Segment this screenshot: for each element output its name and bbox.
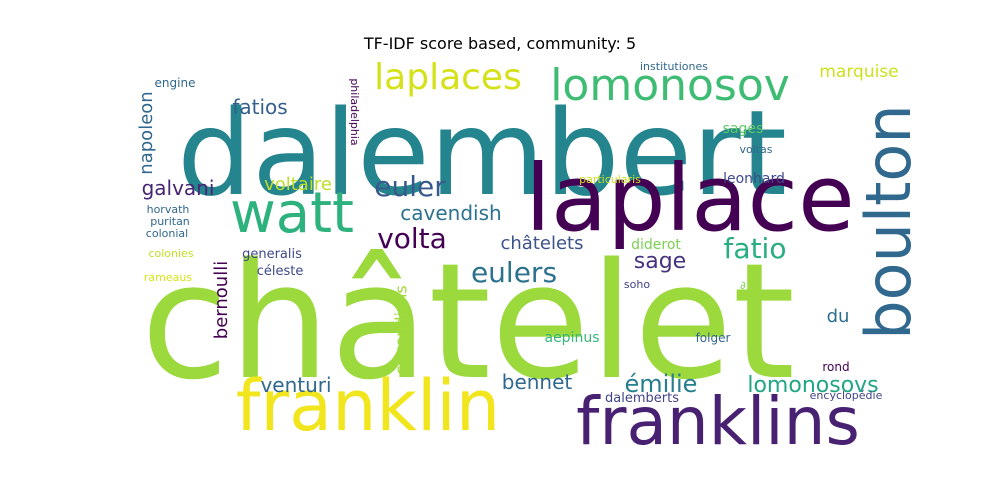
word-19: cavendish bbox=[400, 201, 501, 225]
word-41: particularis bbox=[579, 173, 641, 186]
word-31: generalis bbox=[242, 247, 302, 262]
word-45: colonies bbox=[148, 247, 193, 260]
word-36: rond bbox=[822, 360, 849, 374]
word-22: sage bbox=[634, 249, 686, 274]
word-44: colonial bbox=[146, 227, 188, 240]
word-29: leonhard bbox=[723, 171, 785, 187]
word-17: galvani bbox=[142, 176, 215, 200]
word-25: bernoulli bbox=[211, 261, 232, 339]
word-38: philadelphia bbox=[348, 78, 361, 145]
word-7: lomonosov bbox=[550, 60, 790, 111]
word-42: horvath bbox=[147, 203, 190, 216]
word-34: dalemberts bbox=[605, 391, 679, 406]
word-2: laplace bbox=[525, 145, 854, 252]
word-27: du bbox=[827, 306, 850, 327]
word-11: volta bbox=[377, 222, 447, 255]
word-32: céleste bbox=[257, 264, 304, 279]
word-46: rameaus bbox=[144, 271, 192, 284]
word-43: puritan bbox=[150, 215, 190, 228]
word-8: laplaces bbox=[374, 57, 522, 98]
word-10: eulers bbox=[471, 256, 557, 289]
word-3: watt bbox=[230, 181, 354, 246]
word-48: ∂ bbox=[740, 279, 746, 292]
word-14: lomonosovs bbox=[747, 373, 878, 398]
word-30: diderot bbox=[631, 237, 681, 253]
word-26: cavendishs bbox=[392, 285, 411, 374]
word-24: napoleon bbox=[136, 91, 157, 174]
word-15: venturi bbox=[260, 373, 331, 397]
word-1: dalembert bbox=[177, 84, 787, 222]
word-0: châtelet bbox=[141, 228, 795, 415]
word-40: voltas bbox=[739, 143, 772, 156]
word-33: aepinus bbox=[544, 330, 599, 346]
word-5: franklins bbox=[576, 383, 860, 460]
word-28: sages bbox=[723, 121, 764, 137]
word-16: bennet bbox=[502, 370, 573, 394]
word-12: fatio bbox=[724, 232, 787, 265]
word-20: fatios bbox=[232, 95, 287, 119]
word-6: boulton bbox=[852, 104, 925, 339]
chart-title: TF-IDF score based, community: 5 bbox=[363, 34, 637, 53]
word-4: franklin bbox=[236, 365, 500, 447]
word-47: soho bbox=[624, 278, 650, 291]
word-37: engine bbox=[155, 76, 196, 90]
word-49: encyclopédie bbox=[810, 389, 883, 402]
word-35: folger bbox=[696, 331, 731, 345]
word-21: châtelets bbox=[501, 233, 584, 254]
word-9: euler bbox=[374, 170, 446, 203]
word-13: émilie bbox=[625, 370, 698, 398]
word-18: voltaire bbox=[264, 174, 332, 195]
word-23: marquise bbox=[819, 62, 898, 82]
word-39: institutiones bbox=[640, 60, 708, 73]
